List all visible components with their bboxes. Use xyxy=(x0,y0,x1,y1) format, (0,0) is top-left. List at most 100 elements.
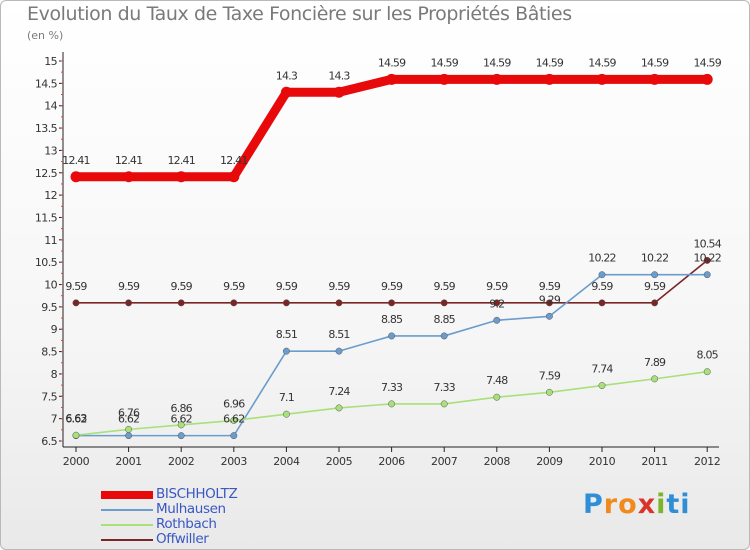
x-tick-label: 2012 xyxy=(694,455,720,468)
data-label: 6.62 xyxy=(65,413,86,426)
logo-letter: i xyxy=(656,489,667,520)
y-tick-label: 13.5 xyxy=(35,122,58,135)
data-point xyxy=(70,171,82,183)
data-point xyxy=(230,416,238,424)
y-tick-label: 12.5 xyxy=(35,167,58,180)
data-point xyxy=(335,299,343,307)
y-tick-label: 12 xyxy=(44,189,57,202)
data-label: 9.59 xyxy=(486,280,508,293)
x-tick-label: 2002 xyxy=(168,455,194,468)
data-label: 8.85 xyxy=(381,313,403,326)
data-label: 7.59 xyxy=(539,369,561,382)
data-label: 14.59 xyxy=(430,56,458,69)
data-label: 10.22 xyxy=(588,252,616,265)
data-label: 12.41 xyxy=(115,154,143,167)
data-label: 7.24 xyxy=(328,385,350,398)
data-label: 14.3 xyxy=(328,69,350,82)
data-label: 7.48 xyxy=(486,374,508,387)
data-label: 9.2 xyxy=(489,297,504,310)
y-tick-label: 7.5 xyxy=(41,390,57,403)
x-tick-label: 2010 xyxy=(589,455,616,468)
data-label: 9.59 xyxy=(539,280,561,293)
logo-letter: x xyxy=(637,489,657,520)
data-label: 9.59 xyxy=(223,280,245,293)
data-label: 8.51 xyxy=(328,328,349,341)
data-point xyxy=(230,432,238,440)
x-tick-label: 2008 xyxy=(484,455,511,468)
data-label: 9.59 xyxy=(644,280,666,293)
logo-letter: o xyxy=(618,489,638,520)
logo-letter: P xyxy=(583,489,604,520)
data-label: 9.29 xyxy=(539,293,561,306)
data-point xyxy=(598,299,606,307)
data-point xyxy=(493,299,501,307)
data-point xyxy=(440,400,448,408)
data-point xyxy=(175,171,187,183)
chart-subtitle: (en %) xyxy=(27,29,64,42)
data-point xyxy=(280,86,292,98)
legend-swatch xyxy=(101,524,153,526)
data-label: 14.59 xyxy=(641,56,669,69)
legend-swatch xyxy=(101,509,153,511)
data-point xyxy=(125,299,133,307)
data-point xyxy=(177,421,185,429)
data-point xyxy=(545,388,553,396)
data-point xyxy=(598,382,606,390)
data-point xyxy=(125,425,133,433)
data-label: 9.59 xyxy=(328,280,350,293)
data-label: 6.62 xyxy=(171,413,192,426)
data-point xyxy=(72,431,80,439)
data-label: 12.41 xyxy=(220,154,248,167)
data-label: 7.33 xyxy=(434,381,456,394)
proxiti-logo: Proxiti xyxy=(583,489,691,520)
legend-swatch xyxy=(101,539,153,541)
y-tick-label: 10.5 xyxy=(35,256,58,269)
data-label: 7.1 xyxy=(279,391,294,404)
y-tick-label: 14 xyxy=(44,100,57,113)
data-label: 6.86 xyxy=(171,402,193,415)
y-tick-label: 9.5 xyxy=(41,301,57,314)
data-label: 7.74 xyxy=(591,363,613,376)
data-label: 6.96 xyxy=(223,397,245,410)
legend-item: Mulhausen xyxy=(101,501,301,517)
data-point xyxy=(701,73,713,85)
data-label: 8.05 xyxy=(697,349,719,362)
data-point xyxy=(545,299,553,307)
data-label: 14.59 xyxy=(483,56,511,69)
x-tick-label: 2005 xyxy=(326,455,353,468)
logo-letter: ti xyxy=(666,489,691,520)
data-label: 14.59 xyxy=(693,56,721,69)
data-point xyxy=(703,368,711,376)
data-point xyxy=(440,299,448,307)
data-label: 6.63 xyxy=(65,412,87,425)
data-label: 6.62 xyxy=(118,413,139,426)
data-point xyxy=(651,375,659,383)
y-tick-label: 11 xyxy=(44,234,57,247)
y-tick-label: 8.5 xyxy=(41,346,57,359)
data-point xyxy=(651,271,659,279)
data-point xyxy=(282,299,290,307)
data-label: 10.54 xyxy=(693,237,721,250)
logo-letter: r xyxy=(603,489,619,520)
x-tick-label: 2003 xyxy=(221,455,248,468)
data-label: 6.62 xyxy=(223,413,244,426)
data-label: 9.59 xyxy=(65,280,87,293)
data-point xyxy=(598,271,606,279)
x-tick-label: 2011 xyxy=(641,455,667,468)
x-tick-label: 2004 xyxy=(273,455,300,468)
data-point xyxy=(177,299,185,307)
x-tick-label: 2006 xyxy=(378,455,405,468)
data-point xyxy=(649,73,661,85)
y-tick-label: 15 xyxy=(44,55,57,68)
data-point xyxy=(596,73,608,85)
data-point xyxy=(177,432,185,440)
data-point xyxy=(388,332,396,340)
x-tick-label: 2007 xyxy=(431,455,458,468)
legend-label: Offwiller xyxy=(156,531,209,547)
legend-swatch xyxy=(101,491,153,499)
data-label: 6.76 xyxy=(118,406,140,419)
data-point xyxy=(438,73,450,85)
legend-label: BISCHHOLTZ xyxy=(156,486,238,502)
y-tick-label: 10 xyxy=(44,279,57,292)
